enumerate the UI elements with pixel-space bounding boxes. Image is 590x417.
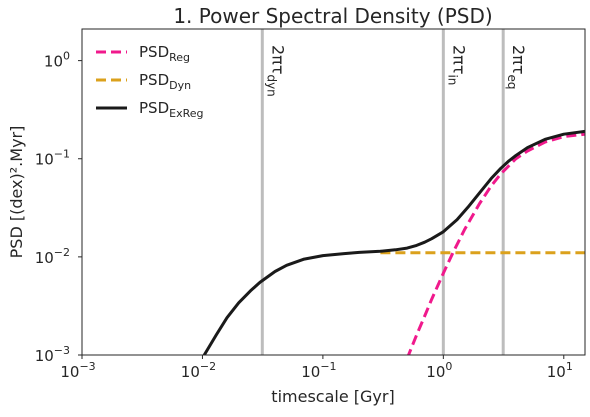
- x-tick-label: 100: [426, 360, 452, 381]
- x-tick-label: 10−1: [301, 360, 336, 381]
- y-tick-label: 100: [44, 50, 70, 71]
- y-tick-label: 10−1: [35, 148, 70, 169]
- x-axis-label: timescale [Gyr]: [271, 387, 394, 406]
- plot-area: 2πτdyn 2πτin 2πτeq 10−3 10−2 10−1 100 101 10−3 10…: [35, 29, 585, 381]
- plot-frame: [81, 28, 586, 356]
- vline-label-eq: 2πτeq: [505, 45, 528, 89]
- series-line-reg: [406, 132, 585, 355]
- vline-label-in: 2πτin: [445, 45, 468, 85]
- legend-label-exreg: PSDExReg: [139, 99, 203, 120]
- legend-label-reg: PSDReg: [139, 43, 190, 64]
- x-tick-label: 10−3: [60, 360, 95, 381]
- series-line-exreg: [202, 129, 585, 355]
- legend: PSDReg PSDDyn PSDExReg: [96, 43, 203, 120]
- chart-title: 1. Power Spectral Density (PSD): [173, 4, 492, 28]
- vline-label-dyn: 2πτdyn: [264, 45, 287, 97]
- legend-label-dyn: PSDDyn: [139, 71, 191, 92]
- x-tick-label: 101: [547, 360, 573, 381]
- y-axis-label: PSD [(dex)².Myr]: [7, 126, 26, 259]
- x-tick-label: 10−2: [181, 360, 216, 381]
- y-tick-label: 10−3: [35, 344, 70, 365]
- y-tick-label: 10−2: [35, 246, 70, 267]
